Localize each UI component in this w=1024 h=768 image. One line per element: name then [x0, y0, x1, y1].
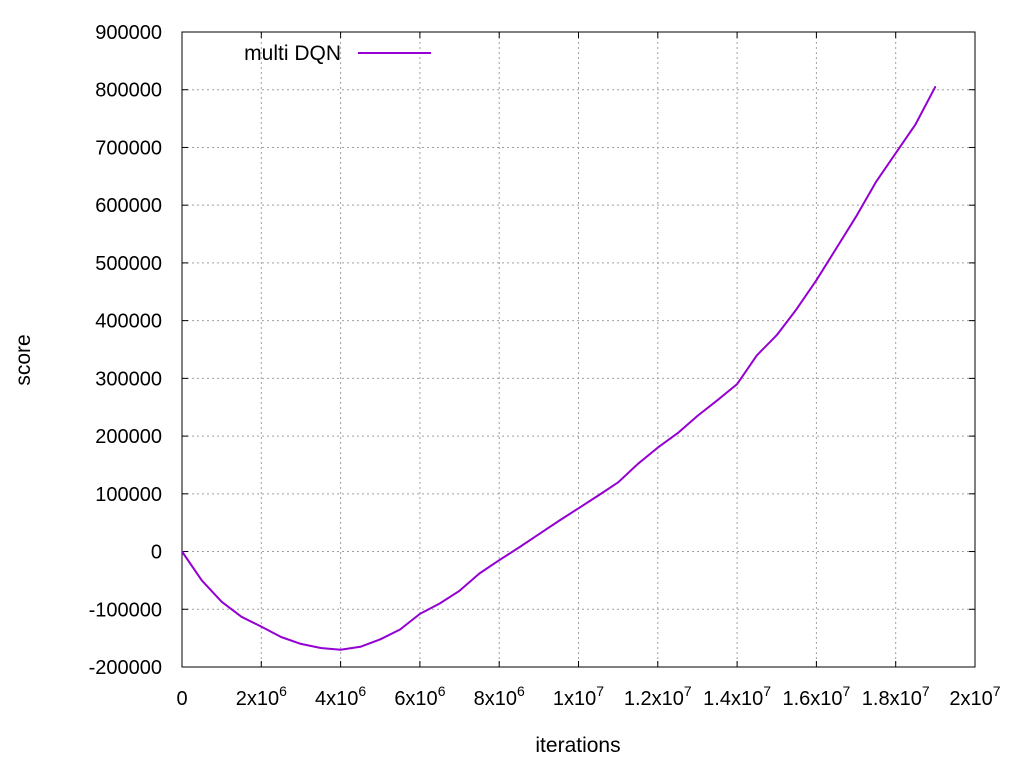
- data-point: [795, 308, 798, 310]
- data-point: [518, 546, 520, 549]
- y-tick-label: 600000: [95, 195, 162, 217]
- grid-lines: [182, 32, 975, 667]
- data-point: [557, 520, 560, 522]
- plot-frame: [181, 31, 976, 668]
- legend-label-multi-dqn: multi DQN: [244, 42, 341, 65]
- x-tick-label: 2x106: [236, 683, 287, 710]
- x-axis-label: iterations: [535, 734, 620, 757]
- data-point: [914, 123, 917, 126]
- data-point: [716, 399, 719, 402]
- x-axis-ticks: 0 2x106 4x106 6x106 8x106 1x107 1.2x107 1.4x107…: [176, 32, 1001, 710]
- data-point: [676, 432, 679, 435]
- data-point: [458, 590, 461, 592]
- x-tick-label: 1.2x107: [624, 683, 692, 710]
- data-point: [637, 463, 639, 465]
- data-point: [320, 647, 322, 649]
- data-point: [934, 86, 937, 88]
- data-point: [736, 383, 738, 385]
- data-point: [419, 613, 421, 615]
- data-point: [756, 354, 758, 357]
- y-tick-label: 200000: [95, 426, 162, 448]
- y-axis-label: score: [12, 334, 35, 385]
- data-point: [201, 579, 203, 582]
- legend: multi DQN: [244, 42, 431, 65]
- data-point: [478, 572, 481, 575]
- data-point: [339, 648, 342, 651]
- x-tick-label: 4x106: [315, 683, 366, 710]
- y-axis-ticks: -200000 -100000 0 100000 200000 300000 400000 5…: [89, 22, 975, 679]
- y-tick-label: -200000: [89, 657, 162, 679]
- data-point: [894, 152, 897, 154]
- data-point: [300, 643, 302, 645]
- y-tick-label: 800000: [95, 80, 162, 102]
- y-tick-label: 0: [151, 542, 162, 564]
- data-point: [260, 625, 263, 628]
- data-point: [181, 550, 183, 553]
- data-point: [776, 334, 778, 336]
- data-point: [220, 601, 223, 603]
- data-point: [240, 616, 243, 618]
- y-tick-label: 400000: [95, 311, 162, 333]
- data-point: [855, 215, 857, 218]
- y-tick-label: 700000: [95, 137, 162, 159]
- y-tick-label: 300000: [95, 368, 162, 390]
- data-point: [379, 638, 382, 641]
- data-point: [577, 507, 580, 510]
- data-point: [835, 247, 837, 250]
- data-point: [538, 533, 540, 535]
- data-point: [438, 602, 441, 605]
- y-tick-label: -100000: [89, 599, 162, 621]
- x-tick-label: 8x106: [474, 683, 525, 710]
- data-point: [597, 494, 600, 497]
- data-point: [815, 279, 818, 282]
- data-point: [498, 559, 501, 561]
- data-point: [280, 636, 282, 638]
- y-tick-label: 100000: [95, 484, 162, 506]
- data-point: [696, 415, 699, 417]
- data-point: [657, 446, 659, 449]
- y-tick-label: 900000: [95, 22, 162, 44]
- series-layer: [181, 86, 937, 651]
- x-tick-label: 0: [176, 688, 187, 710]
- x-tick-label: 2x107: [949, 683, 1000, 710]
- x-tick-label: 6x106: [394, 683, 445, 710]
- data-point: [399, 628, 401, 631]
- x-tick-label: 1.6x107: [782, 683, 850, 710]
- data-point: [359, 646, 362, 648]
- x-tick-label: 1.4x107: [703, 683, 771, 710]
- data-point: [617, 481, 619, 484]
- x-tick-label: 1.8x107: [862, 683, 930, 710]
- x-tick-label: 1x107: [553, 683, 604, 710]
- y-tick-label: 500000: [95, 253, 162, 275]
- data-point: [875, 181, 877, 183]
